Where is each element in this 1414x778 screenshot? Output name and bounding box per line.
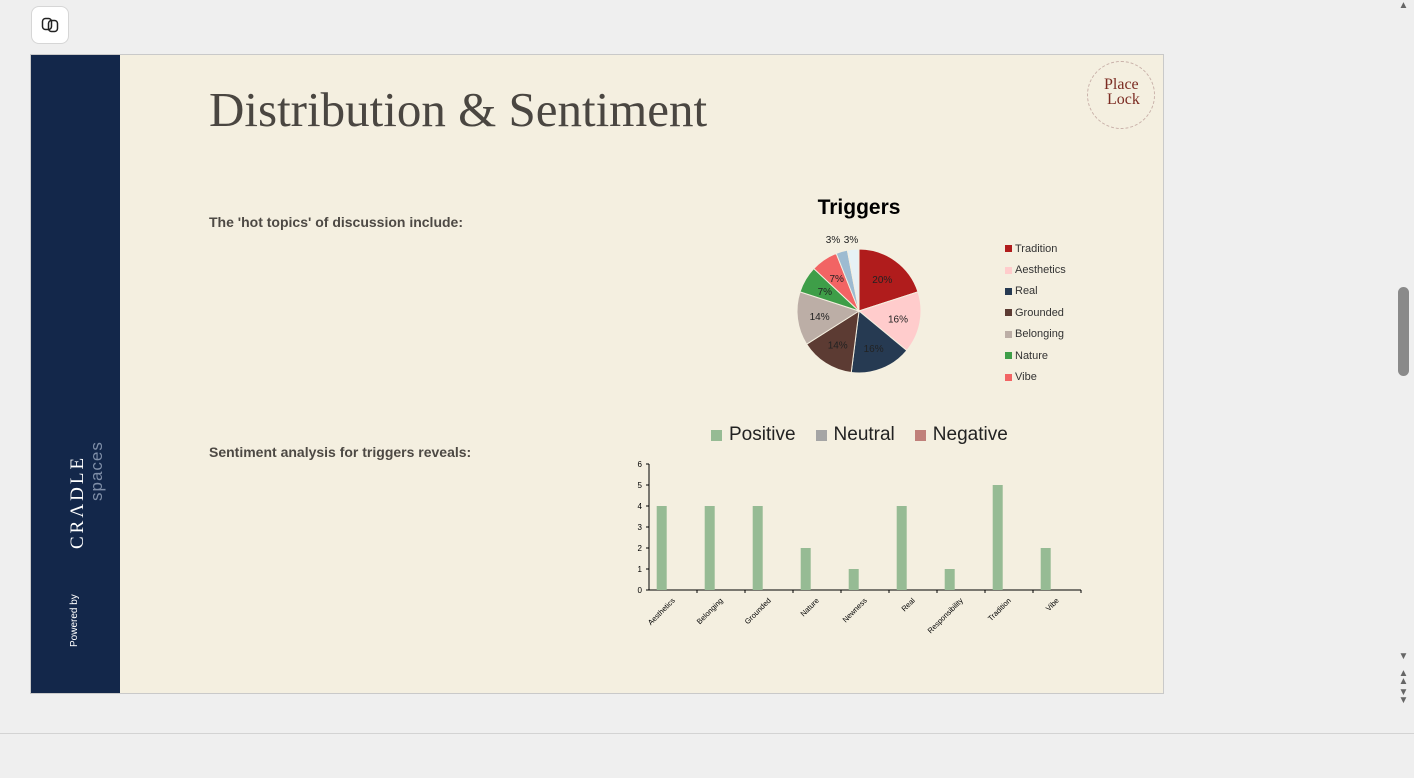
pie-legend-item: Aesthetics [1005, 259, 1066, 280]
legend-swatch [1005, 309, 1012, 317]
previous-page-icon[interactable]: ▲ ▲ [1398, 668, 1409, 687]
x-tick-label: Tradition [986, 596, 1013, 623]
bar-legend-item: Positive [711, 424, 796, 446]
bar-positive-tradition [992, 485, 1003, 590]
pie-data-label: 3% [844, 235, 859, 246]
bar-legend-label: Neutral [833, 424, 895, 445]
pie-data-label: 7% [829, 274, 844, 285]
y-tick-label: 6 [638, 460, 643, 469]
legend-swatch [815, 429, 827, 441]
y-tick-label: 5 [638, 481, 643, 490]
pie-data-label: 16% [864, 344, 884, 355]
brand-subname: spaces [87, 441, 106, 501]
pie-slice-belonging [796, 291, 861, 345]
pie-data-label: 14% [828, 341, 848, 352]
pie-legend-label: Tradition [1015, 242, 1058, 255]
logo-line-1: Place [1104, 76, 1139, 93]
bar-positive-responsibility [944, 569, 955, 590]
copilot-button[interactable] [31, 6, 69, 44]
vertical-scrollbar[interactable]: ▲ ▼ ▲ ▲ ▼ ▼ [1393, 0, 1414, 733]
logo-line-2: Lock [1107, 91, 1140, 108]
bar-positive-aesthetics [656, 506, 667, 590]
legend-swatch [1005, 373, 1012, 381]
legend-swatch [1005, 266, 1012, 274]
sentiment-text: Sentiment analysis for triggers reveals: [209, 444, 472, 460]
slide-title: Distribution & Sentiment [209, 82, 708, 137]
pie-legend-label: Aesthetics [1015, 264, 1066, 277]
bar-positive-grounded [752, 506, 763, 590]
triggers-pie-chart: 20% 16% 16% 14% 14% 7% 7% 3% 3% [796, 235, 922, 374]
legend-swatch [1005, 330, 1012, 338]
hot-topics-text: The 'hot topics' of discussion include: [209, 214, 464, 230]
x-tick-label: Responsibility [926, 596, 965, 635]
pie-legend-label: Belonging [1015, 328, 1064, 341]
pie-slice-tradition [858, 248, 919, 312]
sentiment-bar-chart: 0 1 2 3 4 5 6 Aesthetics Belonging Grounded Nature… [638, 460, 1082, 635]
sidebar-panel: CRΛDLE spaces Powered by [31, 55, 120, 693]
x-tick-label: Aesthetics [646, 596, 677, 627]
pie-slice-grounded [805, 310, 860, 374]
x-tick-label: Belonging [695, 596, 725, 626]
pie-legend: Tradition Aesthetics Real Grounded Belonging… [1005, 238, 1066, 388]
pie-legend-item: Real [1005, 281, 1066, 302]
slide: CRΛDLE spaces Powered by Distribution & … [30, 54, 1164, 694]
legend-swatch [1005, 287, 1012, 295]
pie-legend-item: Grounded [1005, 302, 1066, 323]
pie-legend-label: Grounded [1015, 306, 1064, 319]
scroll-down-arrow-icon[interactable]: ▼ [1398, 651, 1409, 662]
bar-legend-label: Negative [932, 424, 1008, 445]
pie-slice-aesthetics [857, 291, 922, 352]
x-tick-label: Nature [799, 596, 821, 618]
legend-swatch [711, 429, 722, 441]
x-tick-label: Vibe [1044, 596, 1061, 613]
bar-positive-nature [800, 548, 811, 590]
bar-positive-vibe [1040, 548, 1051, 590]
pie-data-label: 14% [810, 312, 830, 323]
y-tick-label: 2 [638, 544, 643, 553]
scroll-up-arrow-icon[interactable]: ▲ [1398, 0, 1409, 11]
y-tick-label: 3 [638, 523, 643, 532]
pie-data-label: 20% [872, 275, 892, 286]
pie-data-label: 7% [818, 287, 833, 298]
pie-legend-item: Vibe [1005, 366, 1066, 387]
legend-swatch [914, 429, 926, 441]
pie-slice-real [850, 310, 908, 374]
legend-swatch [1005, 245, 1012, 253]
powered-by-label: Powered by [69, 594, 80, 647]
bar-positive-newness [848, 569, 859, 590]
pie-legend-label: Nature [1015, 349, 1049, 362]
pie-legend-item: Nature [1005, 345, 1066, 366]
bar-legend-item: Negative [914, 424, 1008, 446]
bar-legend-label: Positive [729, 424, 796, 445]
y-tick-label: 1 [638, 565, 643, 574]
y-tick-label: 4 [638, 502, 643, 511]
pie-slice-other-8 [846, 248, 860, 312]
place-lock-logo: Place Lock [1087, 61, 1155, 129]
next-page-icon[interactable]: ▼ ▼ [1398, 687, 1409, 706]
bar-legend: Positive Neutral Negative [711, 424, 1028, 446]
copilot-icon [41, 17, 59, 33]
legend-swatch [1005, 352, 1012, 360]
pie-legend-item: Tradition [1005, 238, 1066, 259]
scroll-thumb[interactable] [1398, 287, 1409, 376]
x-tick-label: Real [900, 596, 918, 614]
bar-positive-real [896, 506, 907, 590]
x-tick-label: Newness [841, 596, 869, 624]
brand-name: CRΛDLE [67, 454, 88, 549]
bar-positive-belonging [704, 506, 715, 590]
bottom-bar [0, 733, 1414, 778]
pie-legend-label: Real [1015, 285, 1038, 298]
pie-legend-label: Vibe [1015, 371, 1037, 384]
pie-data-label: 16% [888, 314, 908, 325]
y-tick-label: 0 [638, 586, 643, 595]
x-tick-label: Grounded [743, 596, 773, 626]
pie-legend-item: Belonging [1005, 324, 1066, 345]
bar-legend-item: Neutral [815, 424, 895, 446]
pie-chart-title: Triggers [817, 196, 901, 219]
pie-data-label: 3% [826, 235, 841, 246]
